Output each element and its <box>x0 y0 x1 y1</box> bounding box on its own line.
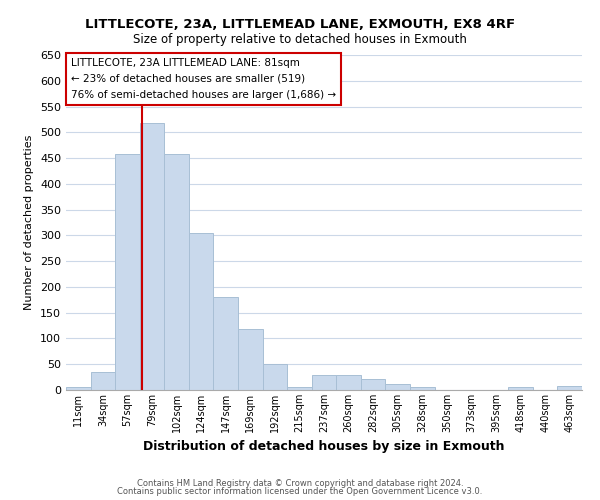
Bar <box>214 296 238 390</box>
Bar <box>189 233 214 390</box>
Bar <box>385 384 410 390</box>
Bar <box>140 122 164 390</box>
Text: LITTLECOTE, 23A, LITTLEMEAD LANE, EXMOUTH, EX8 4RF: LITTLECOTE, 23A, LITTLEMEAD LANE, EXMOUT… <box>85 18 515 30</box>
Bar <box>66 388 91 390</box>
Bar <box>238 329 263 390</box>
Bar <box>336 375 361 390</box>
Bar <box>115 154 140 390</box>
Bar <box>361 378 385 390</box>
Bar <box>557 386 582 390</box>
Bar <box>508 388 533 390</box>
Bar <box>91 372 115 390</box>
Bar <box>410 388 434 390</box>
X-axis label: Distribution of detached houses by size in Exmouth: Distribution of detached houses by size … <box>143 440 505 454</box>
Bar <box>312 374 336 390</box>
Y-axis label: Number of detached properties: Number of detached properties <box>25 135 34 310</box>
Text: LITTLECOTE, 23A LITTLEMEAD LANE: 81sqm
← 23% of detached houses are smaller (519: LITTLECOTE, 23A LITTLEMEAD LANE: 81sqm ←… <box>71 58 336 100</box>
Text: Size of property relative to detached houses in Exmouth: Size of property relative to detached ho… <box>133 32 467 46</box>
Bar <box>287 388 312 390</box>
Bar <box>164 154 189 390</box>
Text: Contains HM Land Registry data © Crown copyright and database right 2024.: Contains HM Land Registry data © Crown c… <box>137 478 463 488</box>
Bar <box>263 364 287 390</box>
Text: Contains public sector information licensed under the Open Government Licence v3: Contains public sector information licen… <box>118 487 482 496</box>
